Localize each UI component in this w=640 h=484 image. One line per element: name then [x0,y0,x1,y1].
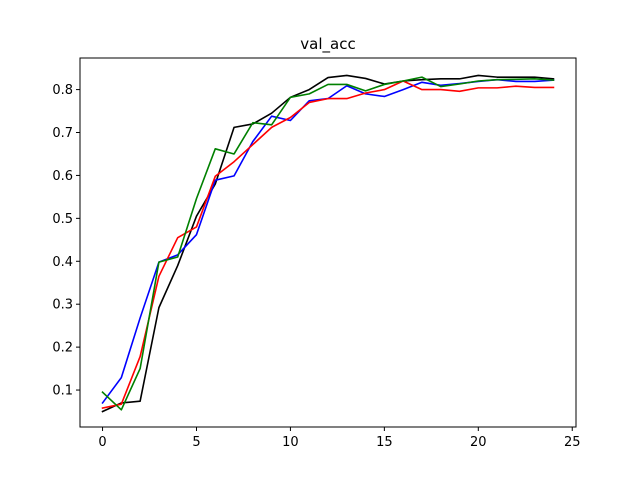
y-tick-label: 0.6 [52,169,73,184]
y-tick-label: 0.8 [52,83,73,98]
x-tick-label: 0 [98,435,106,450]
y-tick-label: 0.5 [52,212,73,227]
y-axis: 0.1 0.2 0.3 0.4 0.5 0.6 0.7 0.8 [52,83,80,399]
series-line-4 [101,76,555,411]
y-tick-label: 0.2 [52,341,73,356]
y-tick-label: 0.7 [52,126,73,141]
plot-area [101,74,555,413]
x-tick-label: 20 [470,435,487,450]
x-tick-label: 5 [192,435,200,450]
y-tick-label: 0.4 [52,255,73,270]
x-tick-label: 15 [376,435,393,450]
chart-title: val_acc [300,35,355,54]
y-tick-label: 0.3 [52,298,73,313]
x-tick-label: 10 [282,435,299,450]
x-tick-label: 25 [564,435,581,450]
series-line-3 [101,80,555,410]
plot-frame [79,57,577,428]
x-axis: 0 5 10 15 20 25 [98,427,581,450]
series-line-2 [101,78,555,405]
series-line-1 [101,74,555,413]
y-tick-label: 0.1 [52,384,73,399]
